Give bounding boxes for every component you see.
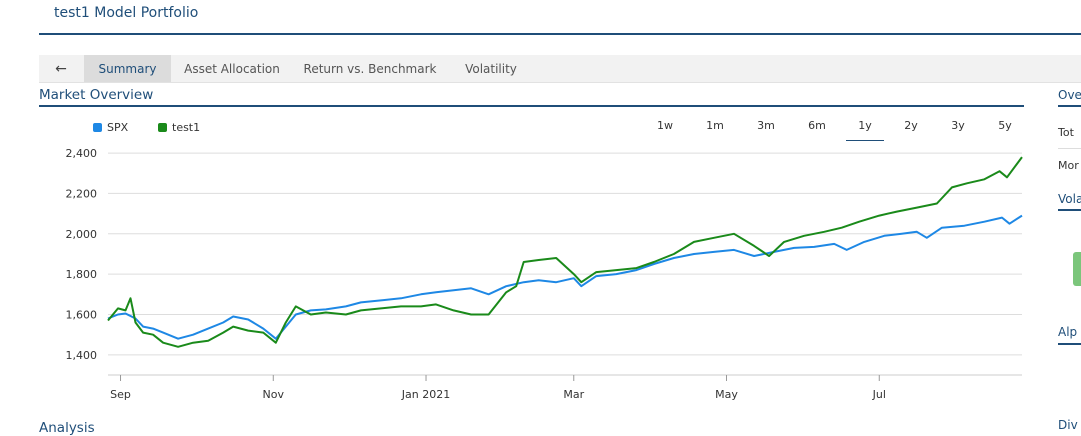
y-tick-label: 2,400: [66, 147, 98, 160]
y-tick-label: 2,200: [66, 187, 98, 200]
dividend-panel-title: Div: [1058, 418, 1078, 432]
chart-grid: [108, 152, 1022, 356]
analysis-title: Analysis: [39, 420, 95, 436]
tab-asset-allocation[interactable]: Asset Allocation: [184, 62, 280, 76]
volatility-panel-divider: [1058, 209, 1081, 211]
tab-return-vs-benchmark[interactable]: Return vs. Benchmark: [303, 62, 437, 76]
range-3m-button[interactable]: 3m: [757, 119, 775, 132]
y-tick-label: 2,000: [66, 228, 98, 241]
range-6m-button[interactable]: 6m: [808, 119, 826, 132]
tab-volatility[interactable]: Volatility: [465, 62, 517, 76]
x-tick-label: Jan 2021: [401, 388, 450, 401]
back-button[interactable]: ←: [39, 55, 83, 82]
legend-label: test1: [172, 121, 201, 134]
range-1m-button[interactable]: 1m: [706, 119, 724, 132]
overview-row-divider: [1058, 148, 1081, 149]
alpha-panel-divider: [1058, 343, 1081, 345]
range-2y-button[interactable]: 2y: [904, 119, 918, 132]
range-3y-button[interactable]: 3y: [951, 119, 965, 132]
overview-row-more: Mor: [1058, 159, 1079, 172]
alpha-panel-title: Alp: [1058, 325, 1078, 339]
title-divider: [39, 33, 1081, 35]
market-overview-title: Market Overview: [39, 87, 154, 103]
x-tick-label: May: [715, 388, 738, 401]
tab-bar: ← Summary Asset Allocation Return vs. Be…: [39, 55, 1081, 83]
legend-swatch-spx: [93, 123, 102, 132]
range-5y-button[interactable]: 5y: [998, 119, 1012, 132]
x-tick-label: Mar: [563, 388, 584, 401]
tab-summary[interactable]: Summary: [84, 55, 171, 82]
range-1y-button[interactable]: 1y: [858, 119, 872, 132]
chart-x-axis: Sep Nov Jan 2021 Mar May Jul: [108, 374, 1022, 401]
series-line-test1: [107, 156, 1023, 348]
legend-label: SPX: [107, 121, 129, 134]
y-tick-label: 1,800: [66, 268, 98, 281]
x-tick-label: Sep: [110, 388, 131, 401]
page-title: test1 Model Portfolio: [54, 5, 199, 21]
x-tick-label: Jul: [872, 388, 886, 401]
y-tick-label: 1,600: [66, 308, 98, 321]
legend-item-spx[interactable]: SPX: [93, 121, 128, 134]
market-overview-divider: [39, 105, 1024, 107]
selected-range-indicator: [846, 140, 884, 141]
range-1w-button[interactable]: 1w: [657, 119, 673, 132]
overview-panel-title: Ove: [1058, 88, 1081, 102]
y-tick-label: 1,400: [66, 349, 98, 362]
overview-panel-divider: [1058, 105, 1081, 107]
volatility-indicator: [1073, 252, 1081, 286]
overview-row-total: Tot: [1058, 126, 1074, 139]
legend-item-test1[interactable]: test1: [158, 121, 200, 134]
chart-series: [107, 156, 1023, 348]
volatility-panel-title: Vola: [1058, 192, 1081, 206]
chart-y-axis: 1,400 1,600 1,800 2,000 2,200 2,400: [66, 147, 98, 362]
legend-swatch-test1: [158, 123, 167, 132]
arrow-left-icon: ←: [55, 60, 67, 77]
series-line-spx: [107, 214, 1023, 340]
x-tick-label: Nov: [263, 388, 285, 401]
